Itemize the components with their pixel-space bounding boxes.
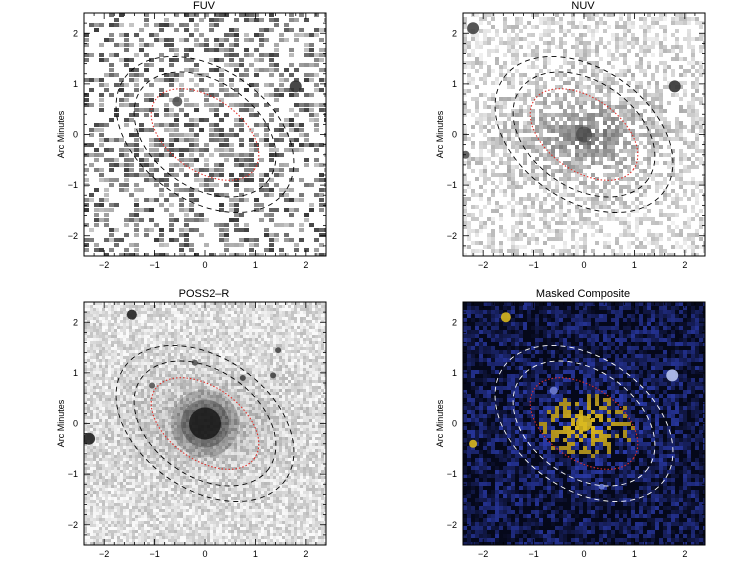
y-tick-label: −2: [68, 520, 78, 530]
x-tick-label: 2: [303, 549, 308, 559]
x-tick-label: 2: [303, 260, 308, 270]
x-tick-label: 1: [253, 549, 258, 559]
panel-image-masked-composite: [463, 302, 705, 545]
panel-title-fuv: FUV: [193, 0, 215, 12]
y-tick-label: −1: [68, 180, 78, 190]
y-tick-label: 0: [452, 419, 457, 429]
outer-annulus-ellipse: [512, 71, 656, 198]
x-tick-label: −1: [528, 260, 538, 270]
y-tick-label: 2: [73, 317, 78, 327]
y-tick-label: 2: [452, 317, 457, 327]
x-tick-label: −1: [149, 549, 159, 559]
y-tick-label: 1: [73, 368, 78, 378]
x-tick-label: 0: [202, 260, 207, 270]
outer-annulus-ellipse: [494, 345, 674, 502]
outer-annulus-ellipse: [512, 360, 656, 487]
x-tick-label: 2: [682, 549, 687, 559]
y-tick-label: −1: [447, 469, 457, 479]
x-tick-label: −1: [149, 260, 159, 270]
y-tick-label: −2: [447, 520, 457, 530]
x-tick-label: −1: [528, 549, 538, 559]
panel-poss2r: −2 −2 −1 −1 0 0 1 1 2 2 Arc Minutes: [56, 301, 327, 559]
y-tick-label: −1: [68, 469, 78, 479]
outer-annulus-ellipse: [115, 345, 295, 502]
panel-nuv: −2 −2 −1 −1 0 0 1 1 2 2 Arc Minutes: [435, 12, 706, 270]
inner-aperture-ellipse: [150, 377, 260, 470]
panel-title-nuv: NUV: [571, 0, 595, 12]
x-tick-label: 0: [202, 549, 207, 559]
y-tick-label: 0: [452, 130, 457, 140]
panel-masked-composite: −2 −2 −1 −1 0 0 1 1 2 2 Arc Minutes: [435, 301, 706, 559]
x-tick-label: −2: [99, 549, 109, 559]
x-tick-label: −2: [99, 260, 109, 270]
y-tick-label: 1: [452, 368, 457, 378]
x-tick-label: 2: [682, 260, 687, 270]
x-tick-label: 0: [581, 549, 586, 559]
y-tick-label: 1: [452, 79, 457, 89]
panel-image-poss2r: [84, 302, 326, 545]
inner-aperture-ellipse: [529, 377, 639, 470]
outer-annulus-ellipse: [133, 71, 277, 198]
y-tick-label: −2: [68, 231, 78, 241]
y-axis-label: Arc Minutes: [56, 110, 66, 158]
panel-image-nuv: [463, 13, 705, 256]
outer-annulus-ellipse: [115, 56, 295, 213]
y-axis-label: Arc Minutes: [435, 399, 445, 447]
y-tick-label: 2: [452, 28, 457, 38]
panel-fuv: −2 −2 −1 −1 0 0 1 1 2 2 Arc Minutes: [56, 12, 327, 270]
panel-image-fuv: [84, 13, 326, 256]
panel-title-masked-composite: Masked Composite: [535, 288, 631, 300]
inner-aperture-ellipse: [150, 88, 260, 181]
inner-aperture-ellipse: [529, 88, 639, 181]
x-tick-label: 1: [632, 260, 637, 270]
y-tick-label: −1: [447, 180, 457, 190]
outer-annulus-ellipse: [494, 56, 674, 213]
outer-annulus-ellipse: [133, 360, 277, 487]
x-tick-label: 1: [632, 549, 637, 559]
y-tick-label: 0: [73, 419, 78, 429]
y-tick-label: 0: [73, 130, 78, 140]
y-axis-label: Arc Minutes: [56, 399, 66, 447]
y-tick-label: −2: [447, 231, 457, 241]
y-tick-label: 1: [73, 79, 78, 89]
x-tick-label: −2: [478, 260, 488, 270]
x-tick-label: −2: [478, 549, 488, 559]
x-tick-label: 0: [581, 260, 586, 270]
y-axis-label: Arc Minutes: [435, 110, 445, 158]
y-tick-label: 2: [73, 28, 78, 38]
x-tick-label: 1: [253, 260, 258, 270]
panel-title-poss2r: POSS2–R: [178, 288, 230, 300]
